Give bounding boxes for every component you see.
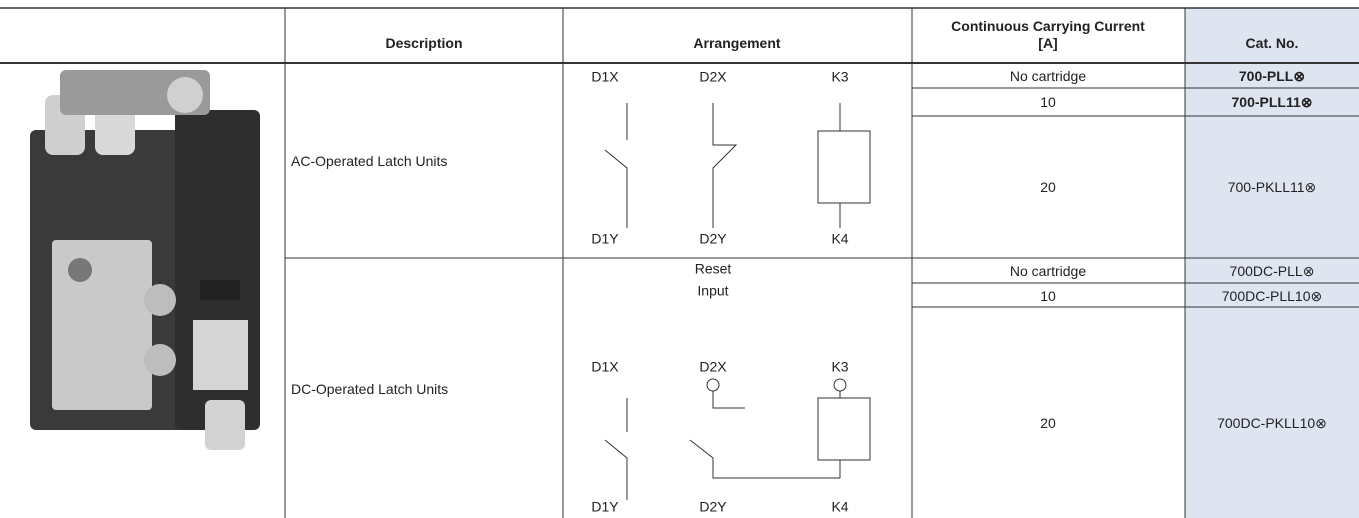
description: DC-Operated Latch Units [291, 381, 449, 397]
terminal-label: D1Y [591, 499, 619, 515]
terminal-label: D2Y [699, 231, 727, 247]
terminal-label: D2Y [699, 499, 727, 515]
current: No cartridge [1009, 263, 1087, 279]
current: 20 [1040, 415, 1056, 431]
terminal-label: K3 [831, 359, 848, 375]
cat-no-shade [1185, 8, 1359, 518]
cat-no: 700DC-PLL⊗ [1229, 263, 1315, 279]
cat-no: 700-PLL⊗ [1238, 68, 1306, 84]
dc-arrangement-diagram: Reset Input D1X D2X K3 D1Y D2Y K4 [591, 261, 871, 515]
product-photo [30, 70, 260, 450]
cat-no: 700DC-PKLL10⊗ [1217, 415, 1327, 431]
current: 20 [1040, 179, 1056, 195]
cat-no: 700-PLL11⊗ [1231, 94, 1313, 110]
terminal-label: D2X [699, 359, 727, 375]
ac-arrangement-diagram: D1X D2X K3 D1Y D2Y K4 [591, 69, 871, 247]
cat-no: 700DC-PLL10⊗ [1221, 288, 1323, 304]
header-cell: Continuous Carrying Current [951, 18, 1145, 34]
current: 10 [1040, 288, 1056, 304]
header-cell: [A] [1038, 35, 1058, 51]
terminal-label: K4 [831, 499, 848, 515]
terminal-label: D1X [591, 359, 619, 375]
header-cell: Description [385, 35, 463, 51]
header-cell: Cat. No. [1245, 35, 1299, 51]
terminal-label: D1X [591, 69, 619, 85]
reset-label: Input [697, 283, 728, 299]
cat-no: 700-PKLL11⊗ [1227, 179, 1317, 195]
terminal-label: D2X [699, 69, 727, 85]
terminal-label: D1Y [591, 231, 619, 247]
terminal-label: K3 [831, 69, 848, 85]
current: 10 [1040, 94, 1056, 110]
description: AC-Operated Latch Units [291, 153, 448, 169]
current: No cartridge [1009, 68, 1087, 84]
header-cell: Arrangement [693, 35, 781, 51]
terminal-label: K4 [831, 231, 848, 247]
reset-label: Reset [695, 261, 732, 277]
